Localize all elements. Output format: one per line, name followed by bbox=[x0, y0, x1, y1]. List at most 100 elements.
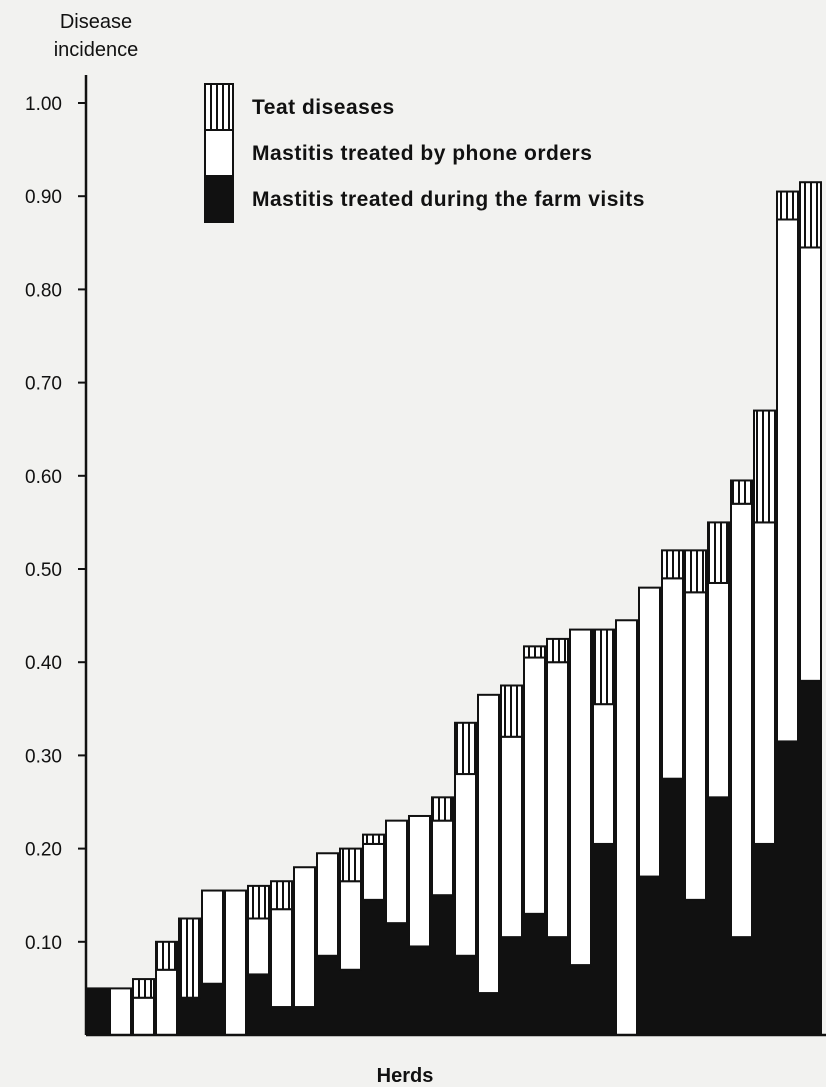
bar-segment-mastitis-treated-by-phone-orders bbox=[362, 842, 385, 901]
bar-segment-mastitis-treated-during-the-farm-visits bbox=[316, 954, 339, 1037]
bar-segment-mastitis-treated-during-the-farm-visits bbox=[523, 912, 546, 1037]
bar-segment-mastitis-treated-during-the-farm-visits bbox=[454, 954, 477, 1037]
bar-segment-mastitis-treated-by-phone-orders bbox=[638, 586, 661, 878]
bar-segment-mastitis-treated-during-the-farm-visits bbox=[799, 679, 822, 1037]
bar-segment-mastitis-treated-during-the-farm-visits bbox=[247, 973, 270, 1036]
y-tick-label: 0.10 bbox=[25, 933, 62, 954]
bar-segment-mastitis-treated-by-phone-orders bbox=[408, 814, 431, 948]
bar-segment-teat-diseases bbox=[247, 884, 270, 920]
bar-segment-mastitis-treated-by-phone-orders bbox=[684, 591, 707, 901]
bar-segment-mastitis-treated-by-phone-orders bbox=[201, 889, 224, 985]
bar-segment-mastitis-treated-during-the-farm-visits bbox=[86, 987, 109, 1037]
bar-segment-teat-diseases bbox=[523, 645, 546, 659]
bar-segment-teat-diseases bbox=[730, 479, 753, 505]
bar-segment-teat-diseases bbox=[155, 940, 178, 971]
bar-segment-mastitis-treated-during-the-farm-visits bbox=[431, 894, 454, 1037]
bar-segment-mastitis-treated-by-phone-orders bbox=[132, 996, 155, 1036]
legend-label-mastitis-treated-by-phone-orders: Mastitis treated by phone orders bbox=[252, 142, 592, 165]
bar-segment-mastitis-treated-during-the-farm-visits bbox=[776, 740, 799, 1036]
bar-segment-mastitis-treated-by-phone-orders bbox=[477, 693, 500, 995]
y-tick-label: 0.60 bbox=[25, 467, 62, 488]
bar-segment-mastitis-treated-by-phone-orders bbox=[454, 773, 477, 957]
bar-segment-mastitis-treated-by-phone-orders bbox=[707, 581, 730, 799]
legend-label-mastitis-treated-during-the-farm-visits: Mastitis treated during the farm visits bbox=[252, 188, 645, 211]
bar-segment-mastitis-treated-during-the-farm-visits bbox=[408, 945, 431, 1037]
legend-swatch-teat-diseases bbox=[204, 83, 234, 131]
bar-segment-mastitis-treated-by-phone-orders bbox=[546, 661, 569, 939]
bar-segment-mastitis-treated-by-phone-orders bbox=[592, 703, 615, 845]
bar-segment-teat-diseases bbox=[753, 409, 776, 524]
bar-segment-mastitis-treated-during-the-farm-visits bbox=[270, 1006, 293, 1036]
bar-segment-mastitis-treated-during-the-farm-visits bbox=[684, 898, 707, 1036]
y-tick-label: 0.30 bbox=[25, 746, 62, 767]
legend-swatch-mastitis-treated-during-the-farm-visits bbox=[204, 175, 234, 223]
bar-segment-mastitis-treated-during-the-farm-visits bbox=[661, 777, 684, 1036]
y-tick-label: 0.70 bbox=[25, 374, 62, 395]
bar-segment-teat-diseases bbox=[270, 880, 293, 911]
axis-layer: 0.10 0.20 0.30 0.40 0.50 0.60 0.70 0.80 0.90 1.00… bbox=[25, 11, 826, 1087]
bar-segment-mastitis-treated-by-phone-orders bbox=[569, 628, 592, 967]
bar-segment-teat-diseases bbox=[592, 628, 615, 706]
bar-segment-mastitis-treated-during-the-farm-visits bbox=[592, 842, 615, 1036]
bar-segment-mastitis-treated-during-the-farm-visits bbox=[500, 936, 523, 1037]
bar-segment-teat-diseases bbox=[684, 549, 707, 594]
bar-segment-mastitis-treated-during-the-farm-visits bbox=[339, 968, 362, 1037]
bar-segment-mastitis-treated-by-phone-orders bbox=[431, 819, 454, 897]
bar-segment-mastitis-treated-during-the-farm-visits bbox=[730, 936, 753, 1037]
y-tick-label: 0.20 bbox=[25, 840, 62, 861]
plot-layer bbox=[86, 181, 822, 1037]
bar-segment-mastitis-treated-during-the-farm-visits bbox=[362, 898, 385, 1036]
bar-segment-teat-diseases bbox=[776, 190, 799, 221]
bar-segment-mastitis-treated-during-the-farm-visits bbox=[638, 875, 661, 1036]
y-axis-title: incidence bbox=[54, 39, 139, 61]
bar-segment-mastitis-treated-during-the-farm-visits bbox=[385, 922, 408, 1036]
bar-segment-mastitis-treated-by-phone-orders bbox=[753, 521, 776, 845]
y-tick-label: 0.40 bbox=[25, 653, 62, 674]
bar-segment-mastitis-treated-by-phone-orders bbox=[661, 577, 684, 780]
bar-segment-mastitis-treated-by-phone-orders bbox=[730, 502, 753, 939]
bar-segment-mastitis-treated-by-phone-orders bbox=[155, 968, 178, 1037]
bar-segment-mastitis-treated-during-the-farm-visits bbox=[201, 982, 224, 1036]
bar-segment-teat-diseases bbox=[661, 549, 684, 580]
bar-segment-mastitis-treated-by-phone-orders bbox=[385, 819, 408, 925]
bar-segment-mastitis-treated-by-phone-orders bbox=[799, 246, 822, 682]
bar-segment-teat-diseases bbox=[500, 684, 523, 738]
legend-swatch-mastitis-treated-by-phone-orders bbox=[204, 129, 234, 177]
bar-segment-teat-diseases bbox=[132, 978, 155, 999]
bar-segment-teat-diseases bbox=[707, 521, 730, 584]
bar-segment-mastitis-treated-by-phone-orders bbox=[224, 889, 247, 1036]
y-tick-label: 1.00 bbox=[25, 94, 62, 115]
legend: Teat diseases Mastitis treated by phone o… bbox=[204, 83, 645, 223]
x-axis-title: Herds bbox=[377, 1065, 434, 1087]
bar-segment-mastitis-treated-during-the-farm-visits bbox=[753, 842, 776, 1036]
bar-segment-teat-diseases bbox=[454, 721, 477, 776]
bar-segment-mastitis-treated-by-phone-orders bbox=[776, 218, 799, 743]
bar-segment-mastitis-treated-during-the-farm-visits bbox=[178, 996, 201, 1036]
bar-segment-mastitis-treated-by-phone-orders bbox=[293, 866, 316, 1009]
bar-segment-teat-diseases bbox=[362, 833, 385, 845]
bar-segment-mastitis-treated-by-phone-orders bbox=[270, 908, 293, 1009]
bar-segment-mastitis-treated-by-phone-orders bbox=[247, 917, 270, 976]
legend-label-teat-diseases: Teat diseases bbox=[252, 96, 395, 119]
bar-segment-teat-diseases bbox=[339, 847, 362, 883]
bar-segment-teat-diseases bbox=[546, 637, 569, 664]
bar-segment-mastitis-treated-during-the-farm-visits bbox=[569, 964, 592, 1036]
bar-segment-mastitis-treated-during-the-farm-visits bbox=[707, 796, 730, 1037]
y-tick-label: 0.50 bbox=[25, 560, 62, 581]
y-tick-label: 0.90 bbox=[25, 187, 62, 208]
bar-segment-teat-diseases bbox=[799, 181, 822, 249]
bar-segment-mastitis-treated-by-phone-orders bbox=[339, 880, 362, 971]
bar-segment-teat-diseases bbox=[178, 917, 201, 999]
bar-segment-mastitis-treated-during-the-farm-visits bbox=[477, 992, 500, 1036]
bar-segment-mastitis-treated-by-phone-orders bbox=[109, 987, 132, 1037]
y-tick-label: 0.80 bbox=[25, 280, 62, 301]
bar-segment-mastitis-treated-during-the-farm-visits bbox=[293, 1006, 316, 1036]
bar-segment-mastitis-treated-by-phone-orders bbox=[316, 852, 339, 957]
y-axis-title: Disease bbox=[60, 11, 132, 33]
bar-segment-mastitis-treated-during-the-farm-visits bbox=[546, 936, 569, 1037]
bar-segment-mastitis-treated-by-phone-orders bbox=[523, 656, 546, 915]
bar-segment-mastitis-treated-by-phone-orders bbox=[500, 735, 523, 939]
bar-segment-mastitis-treated-by-phone-orders bbox=[615, 619, 638, 1036]
